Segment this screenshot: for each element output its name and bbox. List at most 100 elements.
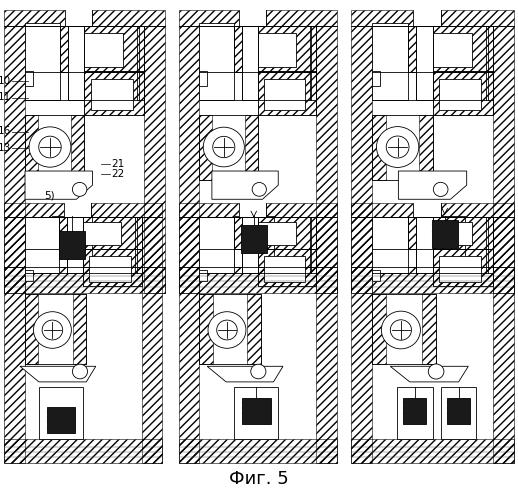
Bar <box>351 267 514 292</box>
Bar <box>433 250 493 286</box>
Circle shape <box>208 312 246 348</box>
Bar <box>83 250 141 286</box>
Text: 5): 5) <box>44 191 54 201</box>
Bar <box>242 26 258 101</box>
Bar <box>60 217 141 250</box>
Bar <box>25 22 60 101</box>
Bar <box>60 217 141 250</box>
Bar <box>447 398 470 423</box>
Text: Фиг. 5: Фиг. 5 <box>229 470 289 488</box>
Circle shape <box>381 311 421 349</box>
Circle shape <box>252 182 266 196</box>
Bar <box>179 10 239 26</box>
Bar <box>413 10 441 26</box>
Bar <box>372 294 386 364</box>
Polygon shape <box>20 366 96 382</box>
Bar <box>4 217 25 462</box>
Text: 11: 11 <box>0 92 11 102</box>
Bar <box>199 70 207 86</box>
Bar <box>419 114 433 180</box>
Bar <box>424 216 465 267</box>
Text: 22: 22 <box>111 169 125 179</box>
Bar <box>83 250 141 286</box>
Bar <box>372 270 381 280</box>
Bar <box>439 256 481 282</box>
Bar <box>422 294 436 364</box>
Circle shape <box>34 312 71 348</box>
Bar <box>199 270 207 280</box>
Bar <box>60 26 144 72</box>
Bar <box>234 216 274 267</box>
Bar <box>90 256 131 282</box>
Bar <box>4 10 65 26</box>
Bar <box>93 10 165 26</box>
Circle shape <box>386 136 409 158</box>
Bar <box>179 26 199 292</box>
Circle shape <box>73 182 87 196</box>
Bar <box>199 22 234 101</box>
Bar <box>264 256 305 282</box>
Bar <box>408 26 493 72</box>
Bar <box>144 26 165 292</box>
Circle shape <box>251 364 266 379</box>
Bar <box>433 70 493 115</box>
Circle shape <box>29 127 71 167</box>
Bar <box>413 202 441 217</box>
Bar <box>441 10 514 26</box>
Bar <box>245 222 296 246</box>
Bar <box>60 26 144 72</box>
Bar <box>179 202 239 217</box>
Bar <box>234 217 316 250</box>
Text: 10: 10 <box>0 76 11 86</box>
Bar <box>397 387 433 439</box>
Bar <box>372 114 385 180</box>
Circle shape <box>434 182 448 196</box>
Bar <box>351 217 372 462</box>
Polygon shape <box>212 171 278 200</box>
Bar <box>234 26 316 72</box>
Bar <box>64 202 91 217</box>
Bar <box>199 294 213 364</box>
Bar <box>258 250 316 286</box>
Bar <box>199 294 261 364</box>
Bar <box>316 217 337 462</box>
Bar <box>234 387 278 439</box>
Bar <box>431 220 458 248</box>
Bar <box>70 222 121 246</box>
Bar <box>372 70 381 86</box>
Bar <box>420 222 471 246</box>
Polygon shape <box>398 171 467 200</box>
Bar <box>91 202 162 217</box>
Circle shape <box>428 364 444 379</box>
Bar <box>441 387 477 439</box>
Bar <box>351 439 514 462</box>
Bar <box>372 294 436 364</box>
Bar <box>199 217 234 272</box>
Bar <box>4 202 64 217</box>
Bar <box>239 202 266 217</box>
Bar <box>264 79 305 110</box>
Bar <box>25 70 33 86</box>
Bar <box>433 70 493 115</box>
Polygon shape <box>25 171 93 200</box>
Bar <box>258 250 316 286</box>
Circle shape <box>377 126 419 168</box>
Bar <box>179 439 337 462</box>
Bar <box>179 267 337 292</box>
Text: 16: 16 <box>0 126 11 136</box>
Bar <box>4 267 165 292</box>
Bar <box>67 217 83 272</box>
Bar <box>25 270 33 280</box>
Bar <box>372 22 408 101</box>
Bar <box>141 217 162 462</box>
Bar <box>316 26 337 292</box>
Bar <box>258 70 316 115</box>
Bar <box>234 26 316 72</box>
Bar <box>25 294 38 364</box>
Bar <box>199 114 212 180</box>
Bar <box>234 217 316 250</box>
Circle shape <box>391 320 411 340</box>
Bar <box>73 294 87 364</box>
Circle shape <box>217 320 237 340</box>
Bar <box>91 79 133 110</box>
